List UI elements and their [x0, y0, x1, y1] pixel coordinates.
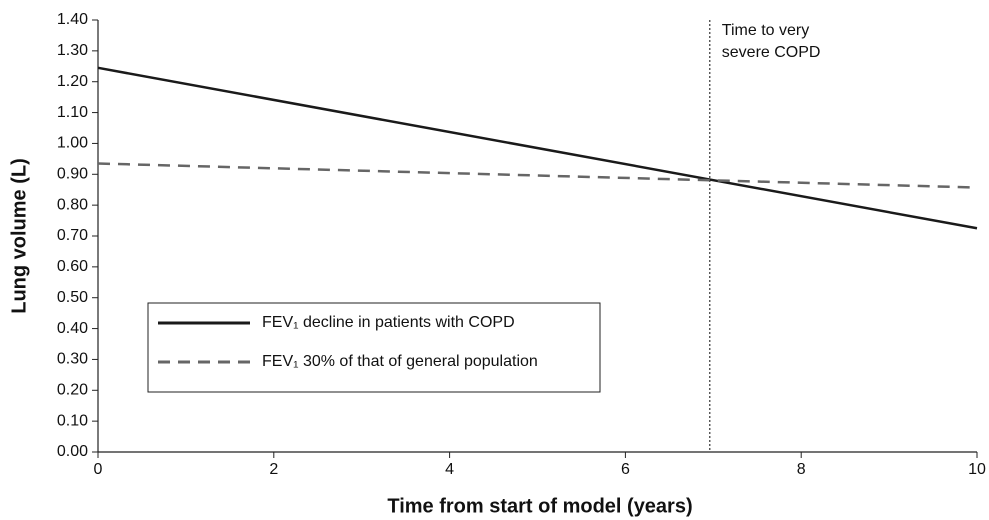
x-tick-label: 0 [94, 461, 103, 478]
y-axis-title: Lung volume (L) [8, 158, 30, 314]
y-tick-label: 0.70 [57, 227, 88, 244]
annotation: Time to very [722, 22, 809, 39]
y-tick-label: 0.80 [57, 196, 88, 213]
y-tick-label: 1.10 [57, 104, 88, 121]
y-tick-label: 0.00 [57, 443, 88, 460]
x-tick-label: 10 [968, 461, 986, 478]
x-tick-label: 6 [621, 461, 630, 478]
y-tick-label: 0.40 [57, 320, 88, 337]
x-tick-label: 2 [269, 461, 278, 478]
series-line [97, 66, 978, 230]
legend-box [147, 302, 601, 393]
y-tick-label: 0.50 [57, 289, 88, 306]
x-axis-title: Time from start of model (years) [387, 495, 692, 517]
y-tick-label: 1.40 [57, 11, 88, 28]
legend-label: FEV₁ 30% of that of general population [262, 353, 538, 370]
y-tick-label: 0.10 [57, 412, 88, 429]
x-tick-label: 4 [445, 461, 454, 478]
y-tick-label: 0.20 [57, 382, 88, 399]
y-tick-label: 1.30 [57, 42, 88, 59]
y-tick-label: 1.20 [57, 73, 88, 90]
legend-label: FEV₁ decline in patients with COPD [262, 314, 515, 331]
annotation: severe COPD [722, 44, 821, 61]
y-tick-label: 1.00 [57, 135, 88, 152]
y-tick-label: 0.60 [57, 258, 88, 275]
x-tick-label: 8 [797, 461, 806, 478]
y-tick-label: 0.30 [57, 351, 88, 368]
series-line [97, 162, 978, 189]
y-tick-label: 0.90 [57, 166, 88, 183]
